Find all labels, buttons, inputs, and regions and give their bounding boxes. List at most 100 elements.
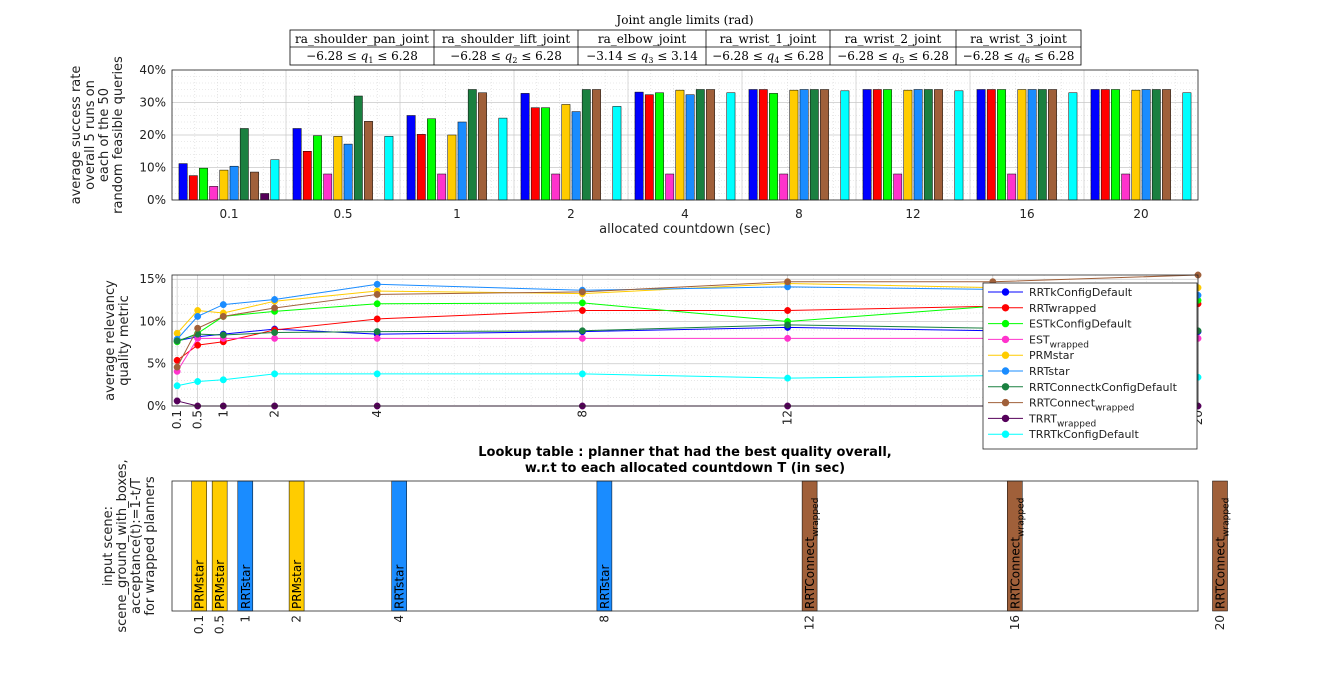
bar-category-label: 12: [905, 207, 920, 221]
lookup-cell-label: PRMstar: [213, 560, 227, 609]
bar-RRTConnect_wrapped-0.5: [364, 121, 373, 201]
bar-ytick-label: 0%: [147, 193, 166, 207]
lookup-cell-label: RRTstar: [239, 565, 253, 609]
line-point-EST-8: [578, 334, 586, 342]
bar-EST_wrapped-4: [665, 173, 675, 201]
bar-RRTkConfigDefault-2: [520, 93, 530, 201]
lookup-cell-label: RRTConnectwrapped: [803, 498, 821, 609]
bar-category-label: 4: [681, 207, 689, 221]
bar-RRTConnect_wrapped-16: [1048, 89, 1057, 201]
line-legend: RRTkConfigDefault RRTwrapped ESTkConfigDef…: [982, 282, 1198, 450]
lookup-xtick-label: 20: [1213, 615, 1227, 630]
joint-header-3: ra_wrist_1_joint: [720, 32, 817, 46]
line-point-RRTwrapped-0.5: [194, 341, 202, 349]
line-point-EST-4: [373, 334, 381, 342]
line-point-TRRTkConfigDefault-12: [784, 374, 792, 382]
line-ytick-label: 15%: [139, 272, 166, 286]
line-xtick-label: 0.1: [170, 410, 184, 429]
line-point-EST-2: [271, 334, 279, 342]
bar-RRTstar-8: [799, 89, 809, 201]
bar-TRRTkConfigDefault-8: [840, 90, 850, 201]
lookup-xtick-label: 4: [392, 615, 406, 623]
bar-x-axis-label: allocated countdown (sec): [599, 222, 771, 237]
lookup-xtick-label: 8: [597, 615, 611, 623]
bar-RRTConnectkConfigDefault-20: [1151, 89, 1161, 201]
legend-entry-label: RRTConnectwrapped: [1029, 397, 1134, 414]
bar-ESTkConfigDefault-1: [427, 118, 436, 201]
bar-TRRTkConfigDefault-0.5: [384, 136, 394, 201]
line-point-RRTConnect-0.1: [173, 363, 181, 371]
line-ytick-label: 5%: [147, 357, 166, 371]
bar-RRTwrapped-1: [416, 134, 426, 201]
bar-RRTConnect_wrapped-1: [478, 92, 487, 201]
bar-y-axis-label: each of the 50: [97, 88, 112, 182]
line-point-TRRTkConfigDefault-1: [219, 376, 227, 384]
line-point-TRRTkConfigDefault-4: [373, 370, 381, 378]
line-xtick-label: 4: [370, 410, 384, 418]
bar-RRTstar-4: [685, 94, 695, 201]
bar-RRTstar-0.1: [229, 165, 239, 201]
bar-RRTConnect_wrapped-4: [706, 89, 715, 201]
joint-header-0: ra_shoulder_pan_joint: [295, 32, 429, 46]
bar-RRTstar-20: [1141, 89, 1151, 201]
lookup-cell-label: RRTConnectwrapped: [1214, 498, 1232, 609]
bar-ytick-label: 30%: [139, 96, 166, 110]
bar-RRTkConfigDefault-20: [1090, 89, 1100, 201]
legend-entry-label: TRRTkConfigDefault: [1028, 428, 1139, 441]
line-point-RRTstar-0.5: [194, 312, 202, 320]
bar-y-axis-label: random feasible queries: [111, 56, 126, 214]
lookup-y-axis-label: input scene:: [101, 506, 116, 586]
bar-RRTwrapped-8: [758, 89, 768, 201]
line-y-axis-label: quality metric: [117, 295, 132, 385]
bar-RRTConnectkConfigDefault-16: [1037, 89, 1047, 201]
lookup-title: w.r.t to each allocated countdown T (in …: [525, 461, 845, 476]
bar-RRTkConfigDefault-16: [976, 89, 986, 201]
line-ytick-label: 10%: [139, 314, 166, 328]
lookup-cell-20: [1212, 480, 1228, 612]
joint-limit-0: −6.28 ≤ q1 ≤ 6.28: [306, 49, 418, 65]
bar-y-axis-label: overall 5 runs on: [83, 80, 98, 190]
bar-RRTstar-0.5: [343, 143, 353, 201]
bar-RRTConnectkConfigDefault-0.1: [239, 128, 249, 201]
bar-PRMstar-2: [561, 104, 571, 201]
bar-TRRT_wrapped-0.1: [260, 193, 270, 201]
bar-RRTstar-1: [457, 121, 467, 201]
bar-ESTkConfigDefault-0.5: [313, 135, 322, 201]
line-point-RRTConnectkConfigDefault-1: [219, 331, 227, 339]
bar-ESTkConfigDefault-20: [1111, 89, 1120, 201]
line-point-RRTConnectkConfigDefault-0.1: [173, 337, 181, 345]
bar-PRMstar-1: [447, 134, 457, 201]
bar-PRMstar-4: [675, 89, 685, 201]
bar-category-label: 8: [795, 207, 803, 221]
bar-RRTwrapped-4: [644, 94, 654, 201]
line-point-RRTstar-1: [219, 301, 227, 309]
line-point-RRTwrapped-8: [578, 307, 586, 314]
relevancy-line-chart: 0%5%10%15%0.10.51248121620average releva…: [103, 271, 1205, 450]
legend-entry-label: RRTstar: [1029, 365, 1070, 378]
bar-PRMstar-12: [903, 89, 913, 201]
bar-PRMstar-0.5: [333, 136, 343, 201]
line-xtick-label: 0.5: [191, 410, 205, 429]
line-xtick-label: 1: [216, 410, 230, 418]
line-point-RRTConnect-0.5: [194, 324, 202, 332]
bar-TRRTkConfigDefault-2: [612, 106, 622, 201]
success-rate-bar-chart: 0%10%20%30%40%0.1 0.5 1 2 4 8 12 16 20allocated …: [69, 56, 1199, 237]
bar-PRMstar-20: [1131, 89, 1141, 201]
bar-RRTkConfigDefault-12: [862, 89, 872, 201]
legend-entry-label: RRTkConfigDefault: [1029, 286, 1133, 299]
legend-entry-label: RRTConnectkConfigDefault: [1029, 381, 1178, 394]
joint-header-4: ra_wrist_2_joint: [845, 32, 942, 46]
bar-RRTkConfigDefault-8: [748, 89, 758, 201]
bar-RRTConnect_wrapped-0.1: [250, 171, 259, 201]
bar-RRTConnectkConfigDefault-12: [923, 89, 933, 201]
bar-TRRTkConfigDefault-12: [954, 90, 964, 201]
legend-entry-label: RRTwrapped: [1029, 302, 1096, 315]
bar-ytick-label: 40%: [139, 63, 166, 77]
line-point-RRTConnectkConfigDefault-12: [784, 321, 792, 329]
lookup-xtick-label: 16: [1008, 615, 1022, 630]
line-point-RRTConnectkConfigDefault-2: [271, 329, 279, 336]
bar-RRTstar-12: [913, 89, 923, 201]
line-point-RRTwrapped-4: [373, 315, 381, 323]
line-point-TRRTkConfigDefault-0.5: [194, 378, 202, 385]
lookup-title: Lookup table : planner that had the best…: [478, 445, 891, 460]
